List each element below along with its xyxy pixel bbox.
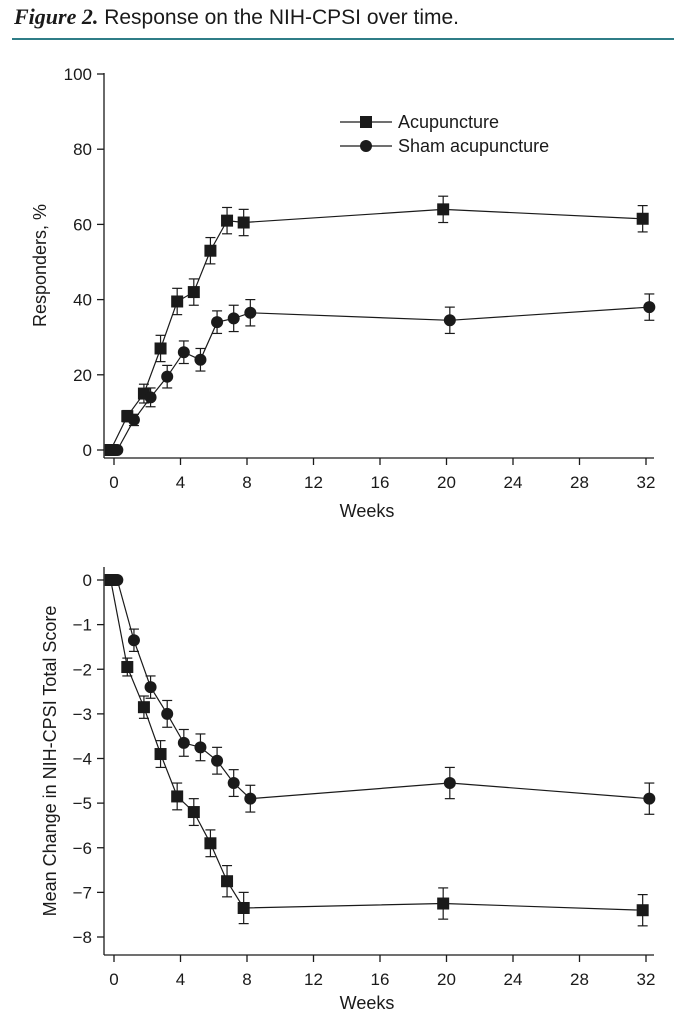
- chart1-sham-point: [194, 353, 207, 366]
- chart2-acupuncture-point: [204, 837, 217, 850]
- chart1-sham-point: [161, 370, 174, 383]
- chart1-x-tick-label: 20: [437, 473, 456, 492]
- chart2-acupuncture-point: [237, 901, 250, 914]
- figure-title: Figure 2. Response on the NIH-CPSI over …: [14, 4, 459, 30]
- chart1-sham-point: [244, 306, 257, 319]
- chart2-sham-point: [244, 792, 257, 805]
- chart2-sham-point: [111, 574, 124, 586]
- chart2-x-tick-label: 0: [109, 970, 118, 989]
- chart1-acupuncture-point: [204, 244, 217, 257]
- title-rule: [12, 38, 674, 40]
- chart1-sham-point: [144, 391, 157, 404]
- chart2-sham-point: [211, 754, 224, 767]
- legend-square-marker: [360, 116, 372, 128]
- chart1-y-tick-label: 40: [73, 291, 92, 310]
- chart1-y-tick-label: 0: [83, 441, 92, 460]
- chart2-y-tick-label: −6: [73, 839, 92, 858]
- chart1-sham-point: [127, 413, 140, 426]
- chart2-y-tick-label: −4: [73, 750, 92, 769]
- chart2-acupuncture-point: [121, 661, 134, 674]
- chart2-acupuncture-point: [171, 790, 184, 803]
- chart1-acupuncture-point: [187, 286, 200, 299]
- figure-caption: Response on the NIH-CPSI over time.: [104, 6, 460, 29]
- chart1-sham-point: [643, 301, 656, 314]
- chart1-x-tick-label: 16: [371, 473, 390, 492]
- chart1-x-tick-label: 4: [176, 473, 185, 492]
- chart2-y-tick-label: −7: [73, 883, 92, 902]
- chart1-x-tick-label: 24: [504, 473, 523, 492]
- chart1-y-tick-label: 20: [73, 366, 92, 385]
- chart2-sham-point: [127, 634, 140, 647]
- chart2-acupuncture-point: [221, 875, 234, 888]
- chart2-acupuncture-point: [437, 897, 450, 910]
- chart2-x-tick-label: 8: [242, 970, 251, 989]
- chart1-acupuncture-point: [237, 216, 250, 229]
- chart2-y-tick-label: 0: [83, 571, 92, 590]
- chart2-y-tick-label: −5: [73, 794, 92, 813]
- chart1-sham-point: [227, 312, 240, 325]
- chart1-acupuncture-point: [171, 295, 184, 308]
- chart1-x-tick-label: 28: [570, 473, 589, 492]
- chart1-sham-point: [443, 314, 456, 327]
- chart2-sham-point: [227, 777, 240, 790]
- chart1-y-tick-label: 80: [73, 140, 92, 159]
- chart2-sham-point: [177, 736, 190, 749]
- chart2-x-tick-label: 32: [637, 970, 656, 989]
- chart1-y-tick-label: 100: [64, 65, 92, 84]
- legend-label: Acupuncture: [398, 112, 499, 132]
- chart2-y-tick-label: −1: [73, 616, 92, 635]
- chart2-x-tick-label: 4: [176, 970, 185, 989]
- chart2-x-axis-label: Weeks: [340, 993, 395, 1013]
- chart1-y-tick-label: 60: [73, 215, 92, 234]
- chart2-x-tick-label: 12: [304, 970, 323, 989]
- chart2-sham-point: [161, 707, 174, 720]
- chart2-y-tick-label: −3: [73, 705, 92, 724]
- chart1-acupuncture-point: [437, 203, 450, 216]
- chart1-sham-point: [211, 316, 224, 329]
- chart2-y-tick-label: −2: [73, 660, 92, 679]
- chart1-x-tick-label: 8: [242, 473, 251, 492]
- chart2-sham-line: [116, 579, 650, 800]
- chart2-acupuncture-point: [154, 748, 167, 761]
- chart2-sham-point: [443, 777, 456, 790]
- chart2-sham-point: [144, 681, 157, 694]
- chart1-sham-point: [177, 346, 190, 359]
- figure-lead: Figure 2.: [14, 4, 99, 29]
- chart2-acupuncture-point: [137, 701, 150, 714]
- chart1-acupuncture-point: [636, 212, 649, 225]
- chart1-x-tick-label: 32: [637, 473, 656, 492]
- chart1-x-tick-label: 0: [109, 473, 118, 492]
- chart1-x-tick-label: 12: [304, 473, 323, 492]
- chart1-sham-point: [111, 444, 124, 456]
- chart2-x-tick-label: 20: [437, 970, 456, 989]
- chart1-acupuncture-point: [154, 342, 167, 355]
- chart1-y-axis-label: Responders, %: [30, 204, 50, 327]
- chart2-sham-point: [194, 741, 207, 754]
- chart2-y-axis-label: Mean Change in NIH-CPSI Total Score: [40, 606, 60, 917]
- chart2-acupuncture-point: [187, 806, 200, 819]
- chart2-x-tick-label: 16: [371, 970, 390, 989]
- chart1-sham-line: [116, 306, 650, 451]
- chart2-y-tick-label: −8: [73, 928, 92, 947]
- chart1-acupuncture-point: [221, 214, 234, 227]
- legend-circle-marker: [360, 140, 372, 152]
- chart2-x-tick-label: 24: [504, 970, 523, 989]
- chart2-sham-point: [643, 792, 656, 805]
- chart2-x-tick-label: 28: [570, 970, 589, 989]
- chart1-acupuncture-line: [110, 208, 643, 451]
- legend-label: Sham acupuncture: [398, 136, 549, 156]
- chart1-x-axis-label: Weeks: [340, 501, 395, 521]
- chart2-acupuncture-point: [636, 904, 649, 917]
